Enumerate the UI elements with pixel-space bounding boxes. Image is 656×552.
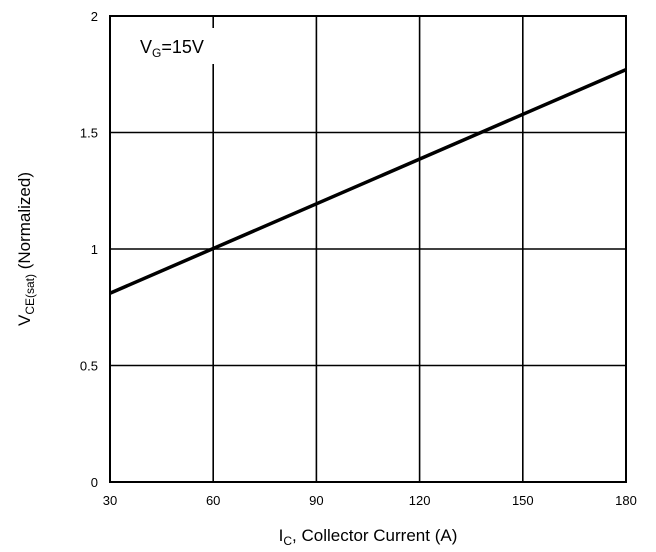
annotation-main: V (140, 37, 152, 57)
annotation-vg: VG=15V (140, 37, 204, 60)
annotation-rest: =15V (161, 37, 204, 57)
x-axis-title-subscript: C (283, 534, 292, 548)
y-axis-title-subscript: CE(sat) (23, 274, 37, 315)
x-tick-labels: 30 60 90 120 150 180 (103, 493, 637, 508)
x-tick-label: 90 (309, 493, 323, 508)
y-tick-label: 1.5 (80, 126, 98, 141)
x-tick-label: 180 (615, 493, 637, 508)
y-tick-label: 0 (91, 475, 98, 490)
grid (110, 16, 626, 482)
y-tick-label: 1 (91, 242, 98, 257)
x-axis-title-main: I (279, 526, 284, 545)
series-layer (109, 67, 627, 295)
series-line (109, 67, 627, 295)
x-tick-label: 120 (409, 493, 431, 508)
x-tick-label: 60 (206, 493, 220, 508)
y-axis-title-main: V (15, 314, 34, 326)
y-axis-title-rest: (Normalized) (15, 172, 34, 274)
x-tick-label: 150 (512, 493, 534, 508)
annotation-background (129, 28, 222, 64)
y-tick-label: 0.5 (80, 359, 98, 374)
y-tick-label: 2 (91, 9, 98, 24)
plot-frame (109, 15, 627, 483)
y-tick-labels: 0 0.5 1 1.5 2 (80, 9, 98, 490)
x-tick-label: 30 (103, 493, 117, 508)
annotation-subscript: G (152, 46, 161, 60)
x-axis-title-rest: , Collector Current (A) (292, 526, 457, 545)
y-axis-title: VCE(sat) (Normalized) (15, 172, 37, 326)
x-axis-title: IC, Collector Current (A) (279, 526, 458, 548)
